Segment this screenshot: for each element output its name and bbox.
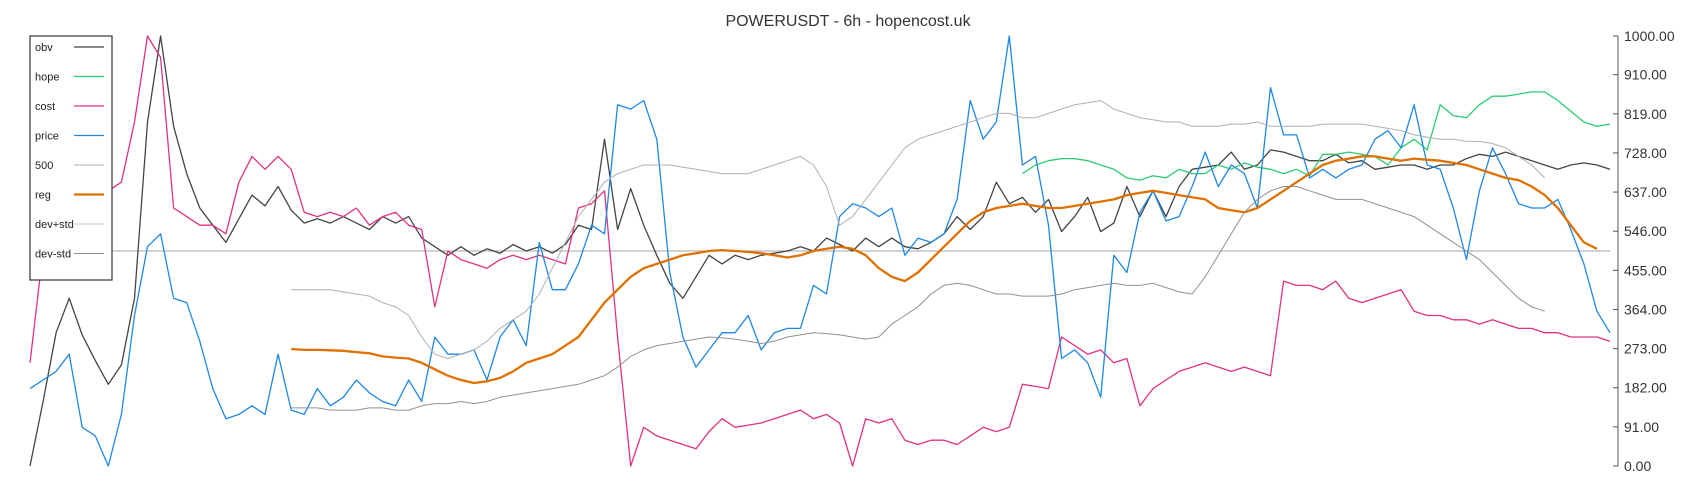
legend-label-dev+std: dev+std xyxy=(35,219,74,231)
series-line-500 xyxy=(291,100,1546,359)
y-tick-label: 91.00 xyxy=(1624,419,1659,435)
y-tick-label: 182.00 xyxy=(1624,380,1667,396)
series-line-obv xyxy=(29,35,1611,467)
y-tick-label: 0.00 xyxy=(1624,458,1651,474)
series-line-price xyxy=(29,35,1611,467)
legend: obv hope cost price 500 reg dev+std dev-std xyxy=(29,35,113,281)
y-tick-label: 455.00 xyxy=(1624,262,1667,278)
y-tick-label: 546.00 xyxy=(1624,223,1667,239)
y-tick-label: 364.00 xyxy=(1624,301,1667,317)
legend-label-hope: hope xyxy=(35,72,59,84)
y-tick-label: 819.00 xyxy=(1624,106,1667,122)
chart-title: POWERUSDT - 6h - hopencost.uk xyxy=(725,13,971,30)
legend-label-obv: obv xyxy=(35,42,53,54)
legend-label-cost: cost xyxy=(35,101,55,113)
y-tick-label: 1000.00 xyxy=(1624,28,1675,44)
legend-label-price: price xyxy=(35,131,59,143)
y-tick-label: 273.00 xyxy=(1624,341,1667,357)
legend-label-reg: reg xyxy=(35,190,51,202)
y-tick-label: 910.00 xyxy=(1624,67,1667,83)
y-tick-label: 637.00 xyxy=(1624,184,1667,200)
series-line-dev-std xyxy=(291,186,1545,411)
legend-label-500: 500 xyxy=(35,160,53,172)
series-line-hope xyxy=(1022,91,1611,181)
series-lines xyxy=(29,35,1611,467)
y-axis-ticks: 0.00 91.00 182.00 273.00 364.00 455.00 546.00 6… xyxy=(1613,28,1675,474)
y-tick-label: 728.00 xyxy=(1624,145,1667,161)
series-line-cost xyxy=(29,35,1611,467)
series-line-reg xyxy=(291,155,1598,385)
legend-label-dev-std: dev-std xyxy=(35,249,71,261)
